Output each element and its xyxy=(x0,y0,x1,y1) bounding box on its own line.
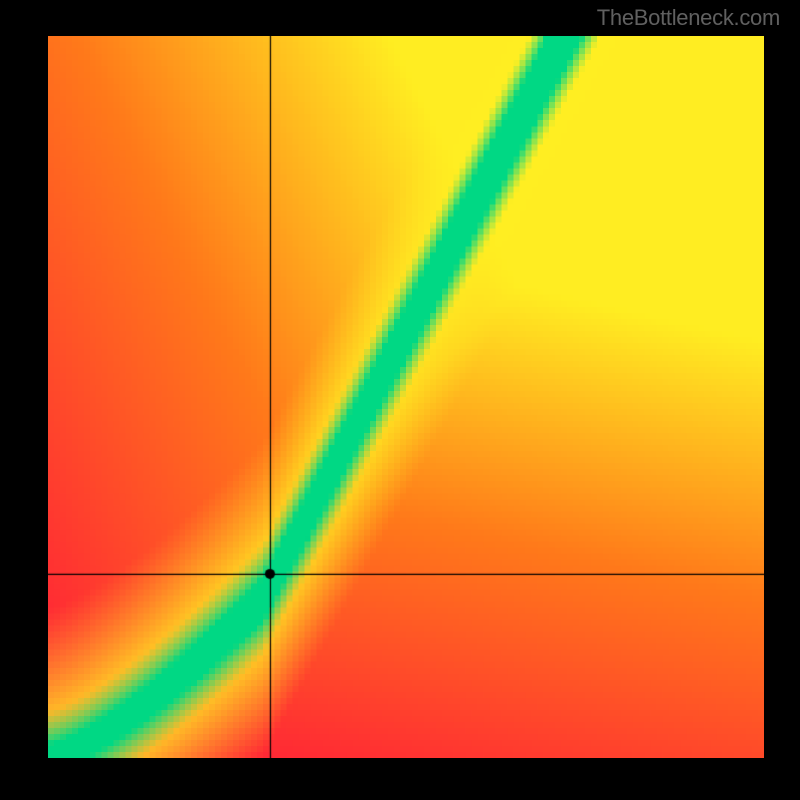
bottleneck-heatmap xyxy=(48,36,764,758)
watermark-text: TheBottleneck.com xyxy=(597,5,780,31)
chart-container: TheBottleneck.com xyxy=(0,0,800,800)
